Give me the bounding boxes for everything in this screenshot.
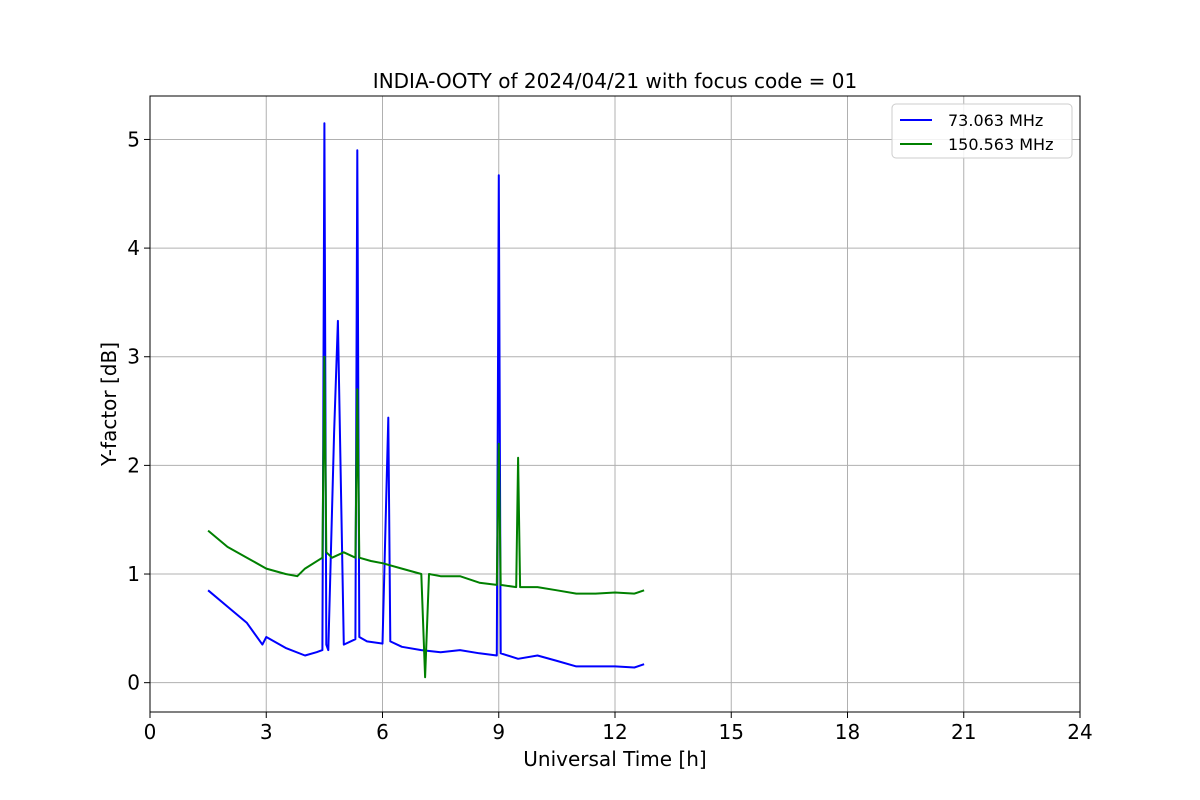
x-tick-label: 6 xyxy=(376,720,389,744)
y-tick-label: 5 xyxy=(127,127,140,151)
series-layer xyxy=(207,122,645,679)
y-tick-label: 2 xyxy=(127,453,140,477)
x-tick-label: 15 xyxy=(719,720,744,744)
x-tick-label: 9 xyxy=(492,720,505,744)
x-tick-label: 3 xyxy=(260,720,273,744)
x-tick-label: 18 xyxy=(835,720,860,744)
grid-lines xyxy=(149,96,1081,712)
x-tick-label: 21 xyxy=(951,720,976,744)
legend-label-0: 73.063 MHz xyxy=(948,111,1043,130)
y-tick-label: 0 xyxy=(127,671,140,695)
legend-label-1: 150.563 MHz xyxy=(948,135,1053,154)
y-tick-label: 3 xyxy=(127,345,140,369)
legend: 73.063 MHz 150.563 MHz xyxy=(891,103,1073,159)
x-axis-label: Universal Time [h] xyxy=(523,747,706,771)
legend-box xyxy=(891,103,1073,159)
x-tick-label: 12 xyxy=(602,720,627,744)
chart-title: INDIA-OOTY of 2024/04/21 with focus code… xyxy=(373,69,857,93)
y-axis-label: Y-factor [dB] xyxy=(97,342,121,467)
x-tick-label: 24 xyxy=(1067,720,1092,744)
series-line-0 xyxy=(207,122,645,669)
y-tick-label: 4 xyxy=(127,236,140,260)
x-tick-label: 0 xyxy=(144,720,157,744)
y-tick-label: 1 xyxy=(127,562,140,586)
series-line-1 xyxy=(207,355,645,679)
